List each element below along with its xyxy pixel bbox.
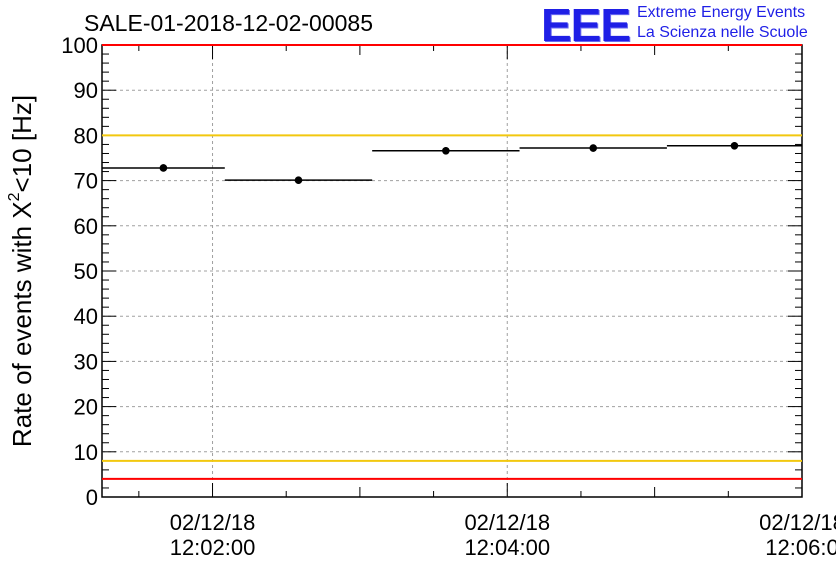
y-tick-label: 90 — [74, 78, 98, 103]
logo-caption: Extreme Energy Events La Scienza nelle S… — [637, 3, 808, 43]
y-tick-label: 60 — [74, 214, 98, 239]
y-tick-label: 100 — [61, 33, 98, 58]
y-axis-label-sup: 2 — [6, 192, 23, 202]
logo-caption-line1: Extreme Energy Events — [637, 4, 806, 21]
y-tick-label: 30 — [74, 349, 98, 374]
y-tick-label: 80 — [74, 123, 98, 148]
data-point — [294, 176, 303, 184]
x-tick-time: 12:02:00 — [170, 535, 256, 560]
x-tick-date: 02/12/18 — [759, 510, 836, 535]
data-point — [589, 144, 598, 152]
x-tick-date: 02/12/18 — [464, 510, 550, 535]
y-axis-label-suffix: <10 [Hz] — [7, 94, 37, 193]
y-tick-label: 0 — [86, 485, 98, 510]
y-tick-label: 40 — [74, 304, 98, 329]
data-point — [442, 146, 450, 155]
data-point — [730, 141, 739, 150]
run-title: SALE-01-2018-12-02-00085 — [84, 10, 373, 36]
x-tick-date: 02/12/18 — [170, 510, 256, 535]
y-tick-label: 10 — [74, 440, 98, 465]
y-tick-label: 70 — [74, 169, 98, 194]
data-point — [159, 164, 168, 172]
y-tick-label: 20 — [74, 395, 98, 420]
y-axis-label-prefix: Rate of events with X — [7, 201, 37, 448]
eee-logo-icon: EEE — [541, 0, 631, 51]
y-axis-label: Rate of events with X2<10 [Hz] — [6, 95, 38, 447]
x-tick-time: 12:06:0 — [765, 535, 836, 560]
y-tick-label: 50 — [74, 259, 98, 284]
x-tick-time: 12:04:00 — [464, 535, 550, 560]
logo-caption-line2: La Scienza nelle Scuole — [637, 24, 808, 41]
